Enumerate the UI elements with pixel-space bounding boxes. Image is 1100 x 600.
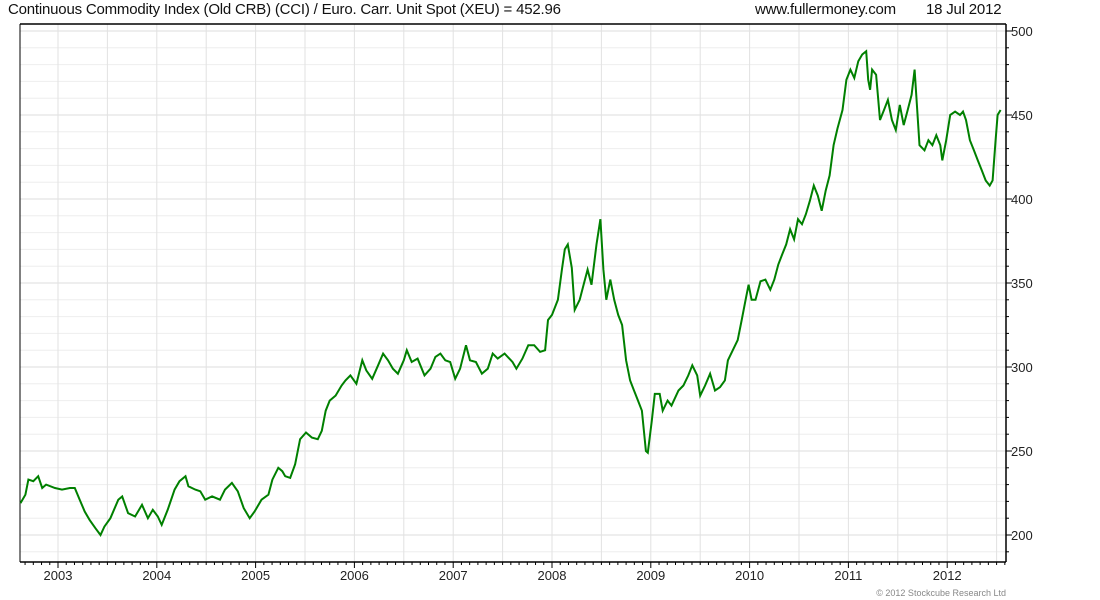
x-axis-labels: 2003 2004 2005 2006 2007 2008 2009 2010 2011 2012	[44, 568, 962, 583]
x-tick-label: 2009	[636, 568, 665, 583]
gridlines	[20, 24, 1006, 562]
series-line	[19, 49, 1002, 537]
y-tick-label: 400	[1011, 192, 1033, 207]
chart-title: Continuous Commodity Index (Old CRB) (CC…	[8, 1, 561, 18]
x-tick-label: 2008	[538, 568, 567, 583]
x-tick-label: 2011	[834, 568, 862, 583]
x-tick-label: 2010	[735, 568, 764, 583]
axes	[19, 23, 1012, 568]
x-tick-label: 2004	[142, 568, 171, 583]
chart-date: 18 Jul 2012	[926, 1, 1002, 18]
copyright: © 2012 Stockcube Research Ltd	[876, 588, 1006, 598]
source-site: www.fullermoney.com	[755, 1, 896, 18]
y-axis-labels: 200 250 300 350 400 450 500	[1011, 24, 1033, 543]
y-tick-label: 500	[1011, 24, 1033, 39]
y-tick-label: 350	[1011, 276, 1033, 291]
y-tick-label: 300	[1011, 360, 1033, 375]
x-tick-label: 2012	[933, 568, 962, 583]
y-tick-label: 200	[1011, 528, 1033, 543]
y-tick-label: 250	[1011, 444, 1033, 459]
x-tick-label: 2005	[241, 568, 270, 583]
y-tick-label: 450	[1011, 108, 1033, 123]
x-tick-label: 2003	[44, 568, 73, 583]
x-tick-label: 2007	[439, 568, 468, 583]
x-tick-label: 2006	[340, 568, 369, 583]
